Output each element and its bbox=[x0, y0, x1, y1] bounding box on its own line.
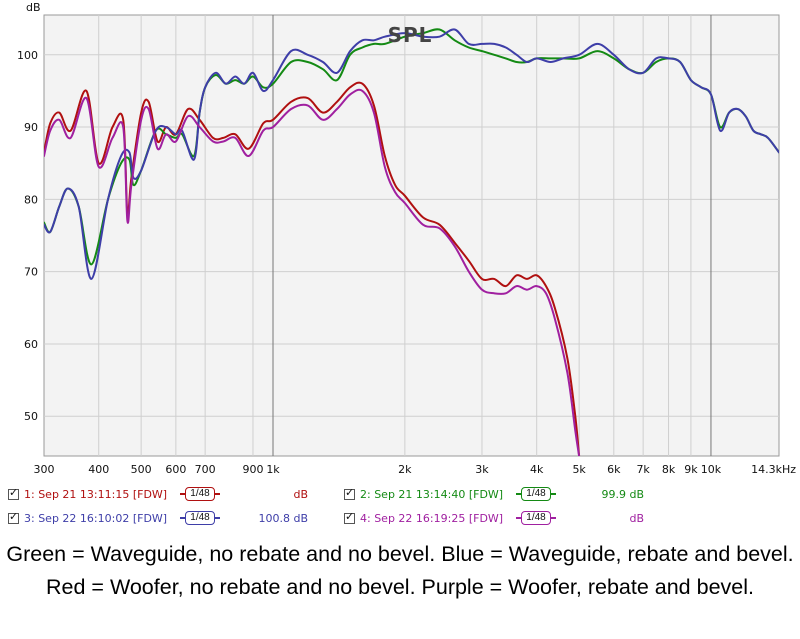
y-tick-label: 90 bbox=[24, 121, 38, 134]
x-tick-label: 5k bbox=[572, 463, 586, 476]
legend-label-1: 1: Sep 21 13:11:15 [FDW] bbox=[24, 487, 168, 501]
y-tick-label: 100 bbox=[17, 49, 38, 62]
y-axis-label: dB bbox=[26, 1, 41, 14]
smoothing-badge-3[interactable]: 1/48 bbox=[185, 511, 215, 525]
y-tick-label: 50 bbox=[24, 410, 38, 423]
series-line-3 bbox=[44, 28, 779, 280]
spl-chart: dB 50 60 70 80 90 100 300 400 500 600 700 900 1k 2k 3… bbox=[17, 1, 796, 476]
x-tick-label: 400 bbox=[88, 463, 109, 476]
x-tick-label: 900 bbox=[242, 463, 263, 476]
x-tick-label: 4k bbox=[530, 463, 544, 476]
chart-title: SPL bbox=[388, 23, 433, 47]
x-tick-label: 700 bbox=[195, 463, 216, 476]
y-tick-label: 60 bbox=[24, 338, 38, 351]
x-tick-label: 9k bbox=[684, 463, 698, 476]
smoothing-control-1[interactable]: 1/48 bbox=[180, 485, 220, 503]
legend-value-3: 100.8 dB bbox=[258, 512, 308, 525]
x-tick-label: 8k bbox=[662, 463, 676, 476]
series-group bbox=[44, 28, 779, 456]
smoothing-badge-1[interactable]: 1/48 bbox=[185, 487, 215, 501]
legend: 1: Sep 21 13:11:15 [FDW] 1/48 dB 2: Sep … bbox=[0, 482, 800, 532]
smoothing-badge-2[interactable]: 1/48 bbox=[521, 487, 551, 501]
x-tick-label: 1k bbox=[266, 463, 280, 476]
x-tick-label: 6k bbox=[607, 463, 621, 476]
x-tick-label: 10k bbox=[701, 463, 722, 476]
y-tick-label: 80 bbox=[24, 193, 38, 206]
legend-item-4[interactable]: 4: Sep 22 16:19:25 [FDW] bbox=[344, 509, 503, 527]
legend-item-1[interactable]: 1: Sep 21 13:11:15 [FDW] bbox=[8, 485, 167, 503]
x-tick-label: 7k bbox=[636, 463, 650, 476]
legend-label-4: 4: Sep 22 16:19:25 [FDW] bbox=[360, 511, 504, 525]
smoothing-control-2[interactable]: 1/48 bbox=[516, 485, 556, 503]
legend-item-2[interactable]: 2: Sep 21 13:14:40 [FDW] bbox=[344, 485, 503, 503]
smoothing-badge-4[interactable]: 1/48 bbox=[521, 511, 551, 525]
legend-value-4: dB bbox=[629, 512, 644, 525]
x-tick-label: 14.3kHz bbox=[751, 463, 796, 476]
legend-checkbox-2[interactable] bbox=[344, 486, 355, 500]
legend-item-3[interactable]: 3: Sep 22 16:10:02 [FDW] bbox=[8, 509, 167, 527]
legend-label-2: 2: Sep 21 13:14:40 [FDW] bbox=[360, 487, 504, 501]
x-tick-label: 2k bbox=[398, 463, 412, 476]
legend-checkbox-3[interactable] bbox=[8, 510, 19, 524]
smoothing-control-3[interactable]: 1/48 bbox=[180, 509, 220, 527]
legend-value-1: dB bbox=[293, 488, 308, 501]
series-line-4 bbox=[44, 88, 581, 456]
legend-checkbox-1[interactable] bbox=[8, 486, 19, 500]
smoothing-control-4[interactable]: 1/48 bbox=[516, 509, 556, 527]
x-tick-label: 300 bbox=[34, 463, 55, 476]
plot-area bbox=[43, 14, 780, 457]
x-tick-label: 3k bbox=[475, 463, 489, 476]
legend-checkbox-4[interactable] bbox=[344, 510, 355, 524]
legend-value-2: 99.9 dB bbox=[601, 488, 644, 501]
x-tick-label: 500 bbox=[131, 463, 152, 476]
x-tick-label: 600 bbox=[165, 463, 186, 476]
legend-label-3: 3: Sep 22 16:10:02 [FDW] bbox=[24, 511, 168, 525]
y-tick-label: 70 bbox=[24, 266, 38, 279]
figure-caption: Green = Waveguide, no rebate and no beve… bbox=[6, 542, 794, 599]
